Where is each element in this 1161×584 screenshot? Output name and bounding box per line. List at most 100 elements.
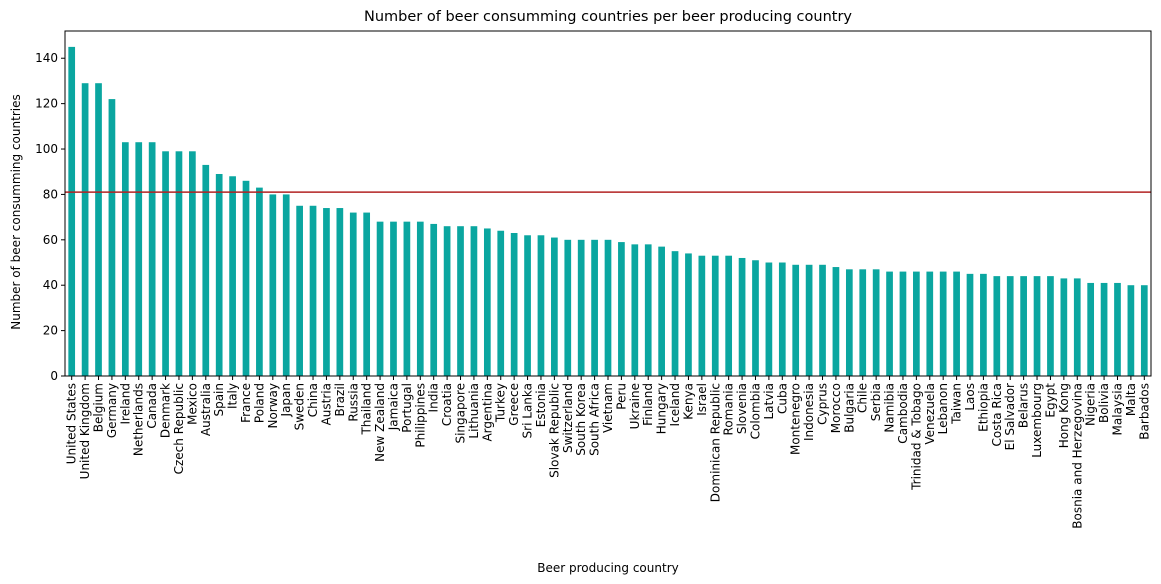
category-label: Chile <box>856 383 870 413</box>
category-label: Slovak Republic <box>547 383 561 478</box>
y-axis-label: Number of beer consumming countries <box>9 94 23 329</box>
bar <box>524 235 531 376</box>
category-label: Barbados <box>1137 383 1151 440</box>
bar <box>282 194 290 376</box>
category-label: Luxembourg <box>1030 383 1044 458</box>
bar <box>95 83 102 376</box>
bar <box>135 142 143 376</box>
bar <box>644 244 652 376</box>
bar <box>323 208 330 376</box>
category-label: Kenya <box>681 383 695 420</box>
category-label: Singapore <box>454 383 468 444</box>
bar <box>993 276 1001 376</box>
y-tick-label: 100 <box>35 142 58 156</box>
category-label: Cuba <box>775 383 789 414</box>
category-label: Jamaica <box>386 383 400 431</box>
bar <box>269 194 277 376</box>
y-tick-label: 60 <box>43 233 58 247</box>
bar <box>68 46 76 377</box>
category-label: Venezuela <box>923 383 937 445</box>
category-label: Bosnia and Herzegovina <box>1070 383 1084 529</box>
bar <box>618 242 625 376</box>
category-label: Austria <box>319 383 333 425</box>
category-label: United States <box>65 383 79 464</box>
bar <box>913 271 920 376</box>
category-label: Australia <box>199 383 213 436</box>
bar <box>685 253 692 376</box>
bar <box>296 205 303 376</box>
bar <box>551 237 558 376</box>
category-label: Trinidad & Tobago <box>909 383 923 491</box>
category-label: Laos <box>963 383 977 411</box>
y-tick-label: 80 <box>43 187 58 201</box>
bar <box>939 271 947 376</box>
category-label: Colombia <box>748 383 762 439</box>
category-label: Latvia <box>762 383 776 420</box>
bar <box>416 221 424 376</box>
bar <box>537 235 545 376</box>
bar <box>510 233 518 376</box>
category-label: Germany <box>105 383 119 438</box>
category-label: Belarus <box>1017 383 1031 428</box>
bar <box>805 264 813 376</box>
category-label: Hungary <box>655 383 669 434</box>
category-label: Netherlands <box>132 383 146 456</box>
category-label: Japan <box>279 383 293 417</box>
category-label: Iceland <box>668 383 682 426</box>
category-label: Slovenia <box>735 383 749 434</box>
bar <box>202 164 210 376</box>
category-label: Sri Lanka <box>521 383 535 438</box>
bar <box>390 221 397 376</box>
bar <box>1006 276 1014 376</box>
category-label: Estonia <box>534 383 548 427</box>
y-axis: 0 20 40 60 80 100 120 140 <box>35 51 65 383</box>
category-label: Romania <box>722 383 736 435</box>
bar <box>497 230 505 376</box>
bar <box>1140 285 1148 376</box>
chart-title: Number of beer consumming countries per … <box>364 9 852 25</box>
bars <box>68 46 1148 377</box>
category-label: Peru <box>614 383 628 410</box>
category-label: Czech Republic <box>172 383 186 474</box>
bar <box>108 99 116 376</box>
bar <box>778 262 786 376</box>
category-label: South Korea <box>574 383 588 456</box>
bar <box>363 212 371 376</box>
bar <box>1033 276 1041 376</box>
category-label: Montenegro <box>789 383 803 455</box>
category-label: Philippines <box>413 383 427 448</box>
category-label: China <box>306 383 320 417</box>
y-tick-label: 20 <box>43 324 58 338</box>
category-label: Turkey <box>494 383 508 423</box>
bar <box>256 187 263 376</box>
bar <box>1020 276 1027 376</box>
category-label: Ireland <box>118 383 132 425</box>
bar <box>792 264 800 376</box>
category-label: Malaysia <box>1110 383 1124 435</box>
y-tick-label: 0 <box>50 369 58 383</box>
bar <box>81 83 89 376</box>
category-label: Ukraine <box>628 383 642 429</box>
category-label: Switzerland <box>561 383 575 453</box>
category-label: Thailand <box>360 383 374 436</box>
bar <box>859 269 867 376</box>
category-label: Lithuania <box>467 383 481 439</box>
category-label: Ethiopia <box>976 383 990 432</box>
bar <box>966 273 974 376</box>
bar <box>376 221 384 376</box>
x-axis-label: Beer producing country <box>537 561 678 575</box>
bar <box>1073 278 1081 376</box>
category-label: Sweden <box>293 383 307 430</box>
bar <box>671 251 679 376</box>
category-label: Argentina <box>480 383 494 442</box>
category-label: India <box>427 383 441 412</box>
category-label: New Zealand <box>373 383 387 462</box>
plot-frame <box>64 30 1152 377</box>
bar <box>577 239 585 376</box>
bar <box>926 271 934 376</box>
category-label: Canada <box>145 383 159 429</box>
category-label: Finland <box>641 383 655 426</box>
bar <box>725 255 733 376</box>
bar <box>229 176 236 376</box>
bar <box>1087 282 1095 376</box>
